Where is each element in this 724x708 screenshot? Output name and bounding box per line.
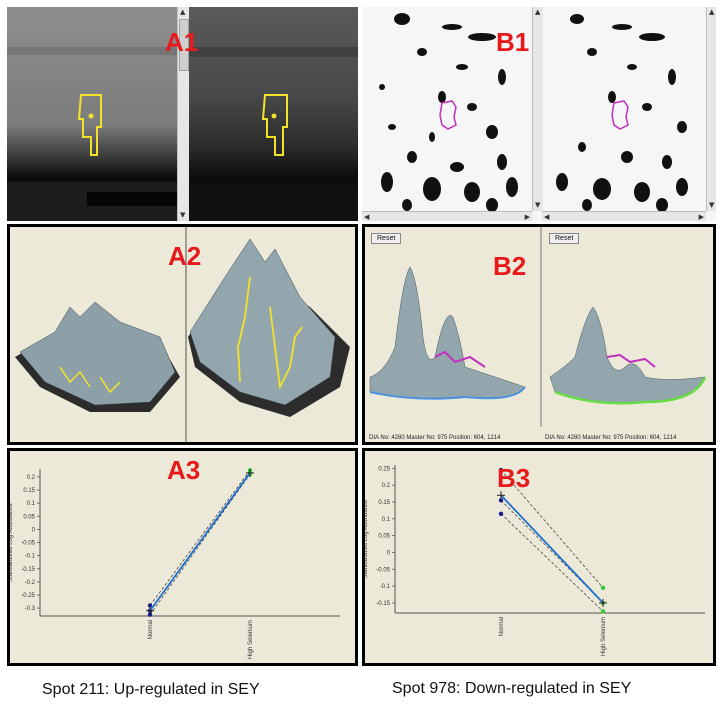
y-tick-label: -0.05 <box>376 567 390 573</box>
data-point <box>600 609 606 614</box>
y-tick-label: 0.15 <box>23 488 35 494</box>
y-tick-label: -0.15 <box>376 601 390 607</box>
spot-outline-a1-left <box>77 94 102 156</box>
scrollbar-b1-left-h[interactable]: ◀ ▶ <box>362 211 532 221</box>
line-chart-b3: 0.25 0.2 0.15 0.1 0.05 0 -0.05 -0.1 -0.15 Standar… <box>365 465 705 656</box>
y-tick-label: -0.1 <box>25 554 36 560</box>
y-tick-label: 0 <box>387 550 391 556</box>
panel-label-b3: B3 <box>497 463 531 493</box>
panel-a2: A2 <box>7 224 358 445</box>
panel-label-b2: B2 <box>493 251 527 281</box>
panel-b3: 0.25 0.2 0.15 0.1 0.05 0 -0.05 -0.1 -0.15 Standar… <box>362 448 716 666</box>
y-tick-label: 0.15 <box>378 500 390 506</box>
panel-a3: 0.2 0.15 0.1 0.05 0 -0.05 -0.1 -0.15 -0.2 -0.25 -0… <box>7 448 358 666</box>
y-tick-label: 0.1 <box>27 501 36 507</box>
scrollbar-a1[interactable]: ▲ ▼ <box>177 7 189 221</box>
surface-plot-b2 <box>369 227 707 427</box>
scroll-up-arrow-icon[interactable]: ▲ <box>535 8 541 16</box>
panel-b1: ▲ ▼ ▲ ▼ ◀ ▶ ◀ ▶ B1 <box>362 7 716 221</box>
spot-outline-b1-left <box>439 100 457 130</box>
y-tick-label: -0.1 <box>380 584 391 590</box>
scroll-up-arrow-icon[interactable]: ▲ <box>180 8 186 16</box>
scroll-down-arrow-icon[interactable]: ▼ <box>180 211 186 219</box>
y-tick-label: -0.25 <box>21 593 35 599</box>
panel-label-a2: A2 <box>168 241 202 271</box>
status-bar-left: DIA No: 4280 Master No: 975 Position: 60… <box>369 435 501 441</box>
series-line <box>500 469 604 589</box>
scroll-down-arrow-icon[interactable]: ▼ <box>709 201 715 209</box>
y-tick-label: 0.05 <box>23 514 35 520</box>
y-axis-label: Standardized Log Abundance <box>10 502 14 581</box>
y-tick-label: -0.2 <box>25 580 36 586</box>
y-tick-label: 0.25 <box>378 466 390 472</box>
series-line <box>149 470 251 606</box>
series-line <box>500 513 604 612</box>
scrollbar-b1-left-v[interactable]: ▲ ▼ <box>532 7 543 211</box>
status-bar-right: DIA No: 4280 Master No: 975 Position: 60… <box>545 435 677 441</box>
mean-line <box>149 472 251 612</box>
y-axis-label: Standardized Log Abundance <box>365 499 369 578</box>
caption-right: Spot 978: Down-regulated in SEY <box>392 680 632 697</box>
data-point <box>498 511 504 516</box>
spot-outline-a1-right <box>261 94 288 156</box>
y-tick-label: -0.15 <box>21 567 35 573</box>
data-point <box>498 498 504 503</box>
y-tick-label: 0 <box>32 527 36 533</box>
reset-button-left[interactable]: Reset <box>371 233 402 244</box>
x-category-label: Normal <box>499 617 505 636</box>
scroll-up-arrow-icon[interactable]: ▲ <box>709 8 715 16</box>
y-tick-label: 0.1 <box>382 517 391 523</box>
scroll-thumb[interactable] <box>179 19 189 71</box>
mean-line <box>500 494 604 604</box>
gel-image-a1 <box>7 7 358 221</box>
y-tick-label: 0.2 <box>382 483 391 489</box>
scrollbar-b1-right-v[interactable]: ▲ ▼ <box>706 7 716 211</box>
scroll-right-arrow-icon[interactable]: ▶ <box>698 213 704 221</box>
scrollbar-b1-right-h[interactable]: ◀ ▶ <box>542 211 706 221</box>
scroll-down-arrow-icon[interactable]: ▼ <box>535 201 541 209</box>
reset-button-right[interactable]: Reset <box>549 233 580 244</box>
scroll-left-arrow-icon[interactable]: ◀ <box>364 213 370 221</box>
data-point <box>600 585 606 590</box>
panel-label-a1: A1 <box>165 27 199 57</box>
surface-plot-a2 <box>15 227 350 442</box>
panel-a1: ▲ ▼ A1 <box>7 7 358 221</box>
y-tick-label: 0.05 <box>378 534 390 540</box>
data-point <box>498 467 504 473</box>
series-line <box>149 474 251 615</box>
panel-label-b1: B1 <box>496 27 530 57</box>
caption-left: Spot 211: Up-regulated in SEY <box>42 681 260 698</box>
x-category-label: High Selenium <box>248 620 254 659</box>
data-point <box>147 603 153 608</box>
panel-label-a3: A3 <box>167 455 201 485</box>
y-tick-label: -0.3 <box>25 606 36 612</box>
spot-outline-b1-right <box>611 100 629 130</box>
scroll-left-arrow-icon[interactable]: ◀ <box>544 213 550 221</box>
panel-b2: Reset Reset DIA No: 4280 Master No: 975 … <box>362 224 716 445</box>
x-category-label: Normal <box>148 620 154 639</box>
scroll-right-arrow-icon[interactable]: ▶ <box>524 213 530 221</box>
line-chart-a3: 0.2 0.15 0.1 0.05 0 -0.05 -0.1 -0.15 -0.2 -0.25 -0… <box>10 468 340 659</box>
y-tick-label: 0.2 <box>27 475 36 481</box>
x-category-label: High Selenium <box>601 617 607 656</box>
y-tick-label: -0.05 <box>21 541 35 547</box>
